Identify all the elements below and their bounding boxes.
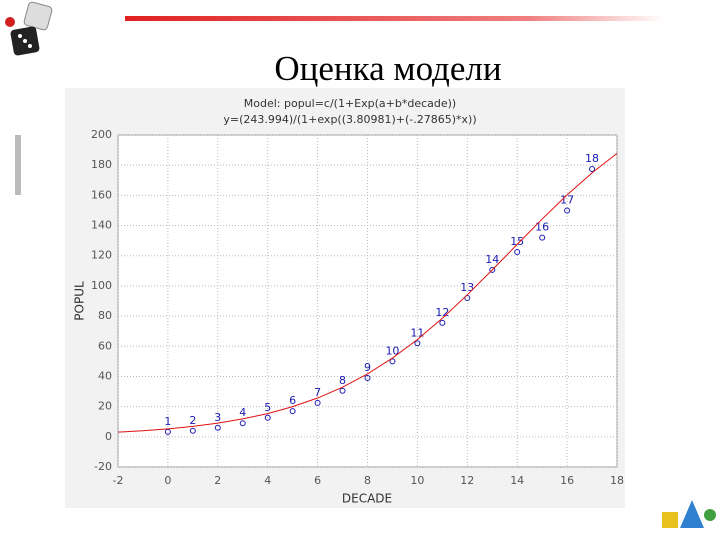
point-label: 17: [560, 193, 574, 206]
data-point: [214, 424, 221, 431]
x-tick-label: 2: [214, 474, 221, 487]
point-label: 14: [485, 253, 499, 266]
x-tick-label: 0: [164, 474, 171, 487]
y-tick-label: 120: [91, 249, 112, 262]
point-label: 11: [410, 326, 424, 339]
y-tick-label: 0: [105, 430, 112, 443]
data-point: [414, 340, 421, 347]
slide-title: Оценка модели: [274, 49, 501, 88]
point-label: 4: [239, 406, 246, 419]
data-point: [564, 207, 571, 214]
x-tick-label: 8: [364, 474, 371, 487]
y-tick-label: -20: [94, 460, 112, 473]
data-point: [514, 248, 521, 255]
fit-line: [117, 153, 618, 433]
point-label: 6: [289, 394, 296, 407]
data-point: [164, 428, 171, 435]
chart-title: Model: popul=c/(1+Exp(a+b*decade)): [244, 97, 456, 110]
header-rule: [125, 16, 665, 21]
teacher-icon: [662, 500, 716, 528]
y-tick-label: 100: [91, 279, 112, 292]
y-tick-label: 140: [91, 219, 112, 232]
y-tick-label: 20: [98, 400, 112, 413]
x-tick-label: 18: [610, 474, 624, 487]
point-label: 1: [164, 415, 171, 428]
point-label: 3: [214, 411, 221, 424]
point-label: 18: [585, 152, 599, 165]
data-point: [289, 408, 296, 415]
data-point: [239, 420, 246, 427]
data-point: [364, 374, 371, 381]
point-label: 9: [364, 361, 371, 374]
data-point: [264, 414, 271, 421]
x-tick-label: 14: [510, 474, 524, 487]
point-label: 12: [435, 306, 449, 319]
x-tick-label: 6: [314, 474, 321, 487]
x-axis-label: DECADE: [342, 492, 392, 506]
data-point: [439, 319, 446, 326]
x-tick-label: -2: [113, 474, 124, 487]
point-label: 16: [535, 221, 549, 234]
point-label: 2: [189, 414, 196, 427]
side-decor: [15, 135, 21, 195]
data-point: [489, 266, 496, 273]
data-point: [339, 387, 346, 394]
y-tick-label: 60: [98, 339, 112, 352]
data-point: [589, 165, 596, 172]
x-tick-label: 16: [560, 474, 574, 487]
data-point: [314, 399, 321, 406]
point-label: 13: [460, 281, 474, 294]
x-tick-label: 4: [264, 474, 271, 487]
point-label: 5: [264, 401, 271, 414]
x-tick-label: 10: [410, 474, 424, 487]
dice-icon: [5, 1, 53, 56]
point-label: 15: [510, 235, 524, 248]
y-axis-label: POPUL: [73, 281, 87, 321]
point-label: 10: [385, 344, 399, 357]
point-label: 8: [339, 374, 346, 387]
point-label: 7: [314, 386, 321, 399]
y-tick-label: 80: [98, 309, 112, 322]
x-tick-label: 12: [460, 474, 474, 487]
y-tick-label: 180: [91, 158, 112, 171]
data-point: [389, 358, 396, 365]
data-point: [539, 234, 546, 241]
data-point: [189, 427, 196, 434]
y-tick-label: 40: [98, 369, 112, 382]
chart-subtitle: y=(243.994)/(1+exp((3.80981)+(-.27865)*x…: [223, 113, 476, 126]
y-tick-label: 160: [91, 188, 112, 201]
y-tick-label: 200: [91, 128, 112, 141]
